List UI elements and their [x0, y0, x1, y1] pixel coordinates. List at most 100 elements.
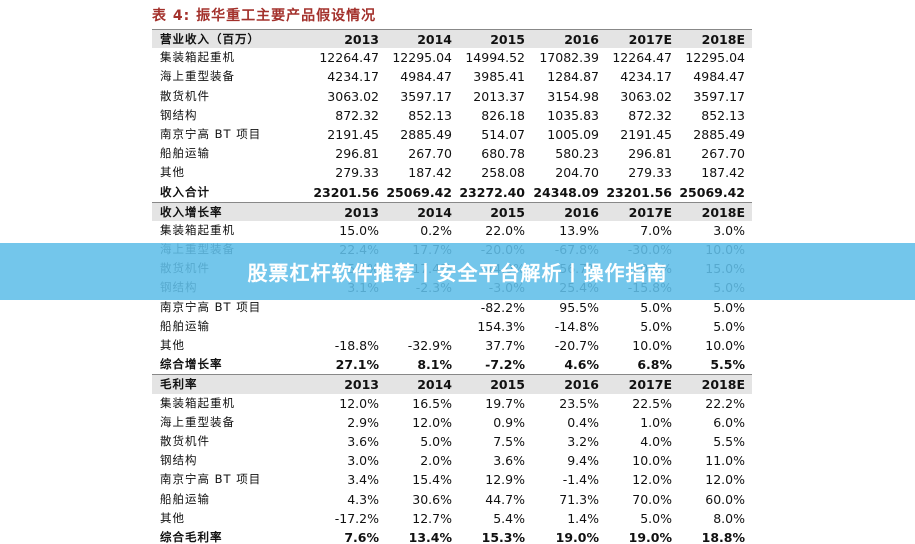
section-header: 营业收入（百万）	[160, 32, 260, 46]
table-row: 散货机件 3063.02 3597.17 2013.37 3154.98 3063.02 3…	[152, 87, 752, 106]
table-cell: 71.3%	[559, 491, 599, 507]
table-cell: 1284.87	[547, 69, 599, 85]
table-cell: 279.33	[335, 165, 379, 181]
table-cell: 1035.83	[547, 107, 599, 123]
table-cell: 872.32	[335, 107, 379, 123]
table-cell: 18.8%	[701, 529, 745, 544]
table-cell: -14.8%	[554, 318, 599, 334]
table-row: 南京宁高 BT 项目 -82.2% 95.5% 5.0% 5.0%	[152, 298, 752, 317]
row-label: 其他	[160, 510, 185, 525]
table-cell: 4984.47	[400, 69, 452, 85]
table-cell: -18.8%	[334, 338, 379, 353]
row-label: 钢结构	[160, 107, 198, 122]
row-label: 船舶运输	[160, 318, 210, 333]
row-label: 其他	[160, 165, 185, 180]
table-cell: 4984.47	[693, 69, 745, 85]
table-cell: 22.0%	[485, 222, 525, 238]
table-row: 船舶运输 296.81 267.70 680.78 580.23 296.81 267.70	[152, 144, 752, 163]
row-label: 海上重型装备	[160, 414, 235, 429]
table-cell: 279.33	[628, 165, 672, 181]
table-row: 南京宁高 BT 项目 3.4% 15.4% 12.9% -1.4% 12.0% 12.0%	[152, 470, 752, 489]
table-cell: 23272.40	[459, 184, 525, 200]
table-cell: 2.0%	[420, 453, 452, 469]
table-cell: 22.5%	[632, 395, 672, 411]
table-cell: 204.70	[555, 165, 599, 181]
row-label: 南京宁高 BT 项目	[160, 126, 262, 141]
table-cell: 23.5%	[559, 395, 599, 411]
table-cell: 5.5%	[713, 433, 745, 449]
column-header: 2017E	[628, 377, 672, 393]
table-cell: 1.0%	[640, 414, 672, 430]
table-cell: 25069.42	[679, 184, 745, 200]
column-header: 2013	[344, 377, 379, 393]
column-header: 2018E	[701, 204, 745, 220]
table-cell: 9.4%	[567, 453, 599, 469]
table-cell: 6.8%	[637, 357, 672, 373]
table-row: 海上重型装备 4234.17 4984.47 3985.41 1284.87 4234.1…	[152, 67, 752, 86]
table-cell: 4.6%	[564, 357, 599, 373]
table-cell: 6.0%	[713, 414, 745, 430]
table-cell: 3.0%	[347, 453, 379, 469]
table-cell: 3597.17	[693, 88, 745, 104]
table-cell: 2191.45	[327, 126, 379, 142]
table-cell: 4.0%	[640, 433, 672, 449]
table-cell: 15.4%	[412, 472, 452, 488]
table-cell: 2.9%	[347, 414, 379, 430]
table-row: 集装箱起重机 15.0% 0.2% 22.0% 13.9% 7.0% 3.0%	[152, 221, 752, 240]
table-row: 其他 279.33 187.42 258.08 204.70 279.33 187.42	[152, 163, 752, 182]
column-header: 2013	[344, 204, 379, 220]
table-cell: 12264.47	[319, 50, 379, 66]
row-label: 集装箱起重机	[160, 395, 235, 410]
table-cell: 1005.09	[547, 126, 599, 142]
row-label: 其他	[160, 338, 185, 352]
column-header: 2014	[417, 32, 452, 47]
table-cell: 12.0%	[632, 472, 672, 488]
table-cell: 10.0%	[632, 338, 672, 353]
column-header: 2016	[564, 377, 599, 393]
table-cell: -20.7%	[554, 338, 599, 353]
table-cell: 70.0%	[632, 491, 672, 507]
row-label: 散货机件	[160, 433, 210, 448]
column-header: 2017E	[628, 32, 672, 47]
table-cell: 8.0%	[713, 510, 745, 526]
row-label: 南京宁高 BT 项目	[160, 472, 262, 487]
table-cell: 872.32	[628, 107, 672, 123]
table-cell: 514.07	[481, 126, 525, 142]
table-cell: 2013.37	[473, 88, 525, 104]
table-cell: 25069.42	[386, 184, 452, 200]
table-cell: 8.1%	[417, 357, 452, 373]
table-cell: 296.81	[335, 146, 379, 162]
table-row: 船舶运输 4.3% 30.6% 44.7% 71.3% 70.0% 60.0%	[152, 490, 752, 509]
table-cell: 5.0%	[420, 433, 452, 449]
table-cell: 3985.41	[473, 69, 525, 85]
row-label: 综合增长率	[160, 357, 223, 372]
table-cell: 5.0%	[713, 299, 745, 315]
table-cell: 23201.56	[313, 184, 379, 200]
row-label: 集装箱起重机	[160, 222, 235, 237]
table-cell: 15.0%	[339, 222, 379, 238]
table-title: 表 4: 振华重工主要产品假设情况	[152, 8, 377, 24]
row-label: 海上重型装备	[160, 69, 235, 84]
table-cell: 680.78	[481, 146, 525, 162]
table-cell: 16.5%	[412, 395, 452, 411]
table-cell: 23201.56	[606, 184, 672, 200]
table-cell: 5.0%	[640, 510, 672, 526]
table-cell: 60.0%	[705, 491, 745, 507]
row-label: 南京宁高 BT 项目	[160, 299, 262, 314]
table-cell: 4234.17	[327, 69, 379, 85]
section-header-row: 收入增长率 2013 2014 2015 2016 2017E 2018E	[152, 201, 752, 221]
table-cell: 3.2%	[567, 433, 599, 449]
table-cell: 13.9%	[559, 222, 599, 238]
table-row: 散货机件 3.6% 5.0% 7.5% 3.2% 4.0% 5.5%	[152, 432, 752, 451]
table-cell: 267.70	[701, 146, 745, 162]
table-row: 收入合计 23201.56 25069.42 23272.40 24348.09 2320…	[152, 183, 752, 202]
column-header: 2014	[417, 377, 452, 393]
table-cell: 3.0%	[713, 222, 745, 238]
column-header: 2015	[490, 204, 525, 220]
table-cell: 1.4%	[567, 510, 599, 526]
table-cell: 3.4%	[347, 472, 379, 488]
banner-text: 股票杠杆软件推荐丨安全平台解析丨操作指南	[247, 261, 668, 285]
table-cell: 7.0%	[640, 222, 672, 238]
row-label: 收入合计	[160, 184, 210, 199]
